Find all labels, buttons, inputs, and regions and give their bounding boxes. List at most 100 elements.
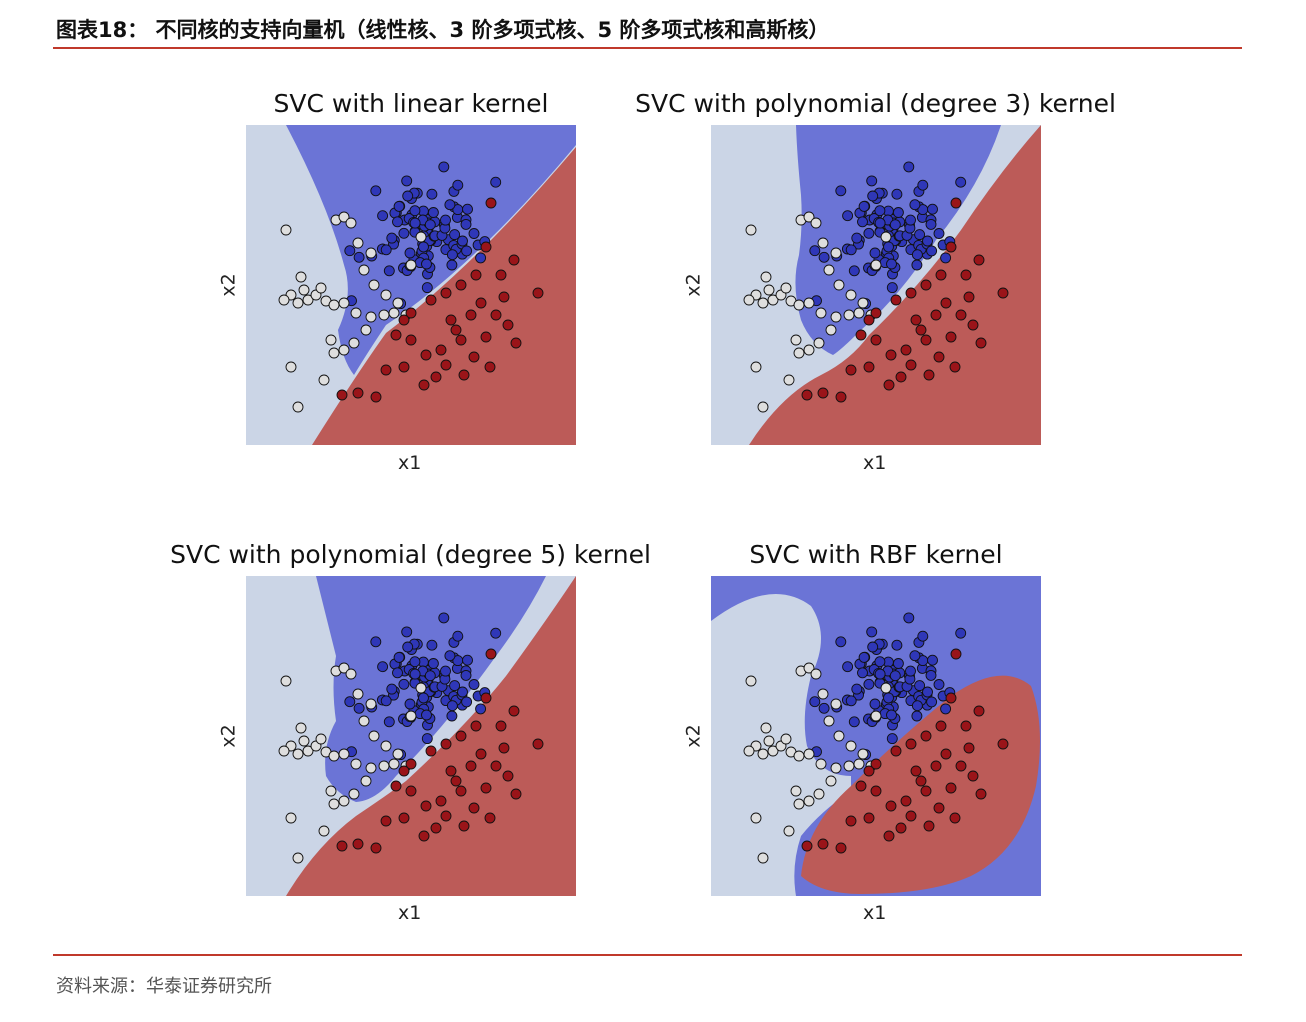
data-point [401,175,413,187]
data-point [823,264,835,276]
data-point [292,401,304,413]
data-point [783,374,795,386]
data-point [485,648,497,660]
data-point [370,636,382,648]
data-point [835,842,847,854]
data-point [280,675,292,687]
data-point [810,668,822,680]
data-point [475,748,487,760]
data-point [336,389,348,401]
bottom-divider [53,954,1242,956]
data-point [468,679,480,690]
data-point [883,692,894,704]
data-point [475,252,487,264]
data-point [490,309,502,321]
data-point [933,802,945,814]
ylabel-linear: x2 [217,273,240,297]
data-point [430,822,442,834]
data-point [455,785,467,797]
data-point [926,696,938,708]
data-point [925,218,937,230]
data-point [435,795,447,807]
data-point [863,361,875,373]
data-point [815,307,827,319]
data-point [949,812,961,824]
data-point [440,214,451,226]
data-point [368,279,380,291]
data-point [328,750,340,762]
data-point [817,237,829,249]
data-point [458,820,470,832]
data-point [450,775,462,787]
data-point [378,760,390,772]
data-point [940,703,952,715]
data-point [793,347,805,359]
data-point [280,224,292,236]
data-point [950,648,962,660]
data-point [757,297,769,309]
data-point [502,319,514,331]
data-point [480,692,492,704]
data-point [855,329,867,341]
data-point [842,661,854,673]
data-point [803,748,815,760]
source-note: 资料来源：华泰证券研究所 [56,976,272,997]
data-point [418,692,429,704]
data-point [460,218,472,230]
data-point [444,199,456,211]
data-point [945,782,957,794]
data-point [446,249,458,261]
data-point [390,329,402,341]
data-point [392,748,404,760]
data-point [470,269,482,281]
data-point [870,785,882,797]
data-point [405,259,417,271]
top-divider [53,47,1242,49]
data-point [743,294,755,306]
data-point [421,258,432,270]
data-point [923,820,935,832]
data-point [830,698,842,710]
data-point [845,289,857,301]
data-point [757,401,769,413]
data-point [870,758,882,770]
region-red [286,576,576,896]
data-point [945,692,957,704]
data-point [909,199,921,211]
data-point [803,795,815,807]
data-point [853,307,865,319]
data-point [967,770,979,782]
data-point [922,686,933,698]
data-point [424,219,436,231]
ylabel-rbf: x2 [682,724,705,748]
data-point [975,788,987,800]
data-point [842,210,854,222]
data-point [900,344,912,356]
points-rbf [743,612,1009,864]
data-point [909,650,921,662]
data-point [352,838,364,850]
data-point [910,314,922,326]
data-point [440,287,452,299]
data-point [370,391,382,403]
data-point [358,715,370,727]
xlabel-rbf: x1 [863,902,887,924]
data-point [338,795,350,807]
xlabel-poly5: x1 [398,902,422,924]
regions-linear [246,125,576,445]
data-point [933,351,945,363]
data-point [830,311,842,323]
data-point [973,254,985,266]
data-point [409,668,421,680]
data-point [911,259,923,271]
plot-rbf [711,576,1041,896]
data-point [949,361,961,373]
data-point [835,636,847,648]
data-point [393,200,405,212]
data-point [801,840,813,852]
data-point [793,299,805,311]
data-point [910,765,922,777]
data-point [285,812,297,824]
data-point [415,682,427,694]
data-point [405,710,417,722]
